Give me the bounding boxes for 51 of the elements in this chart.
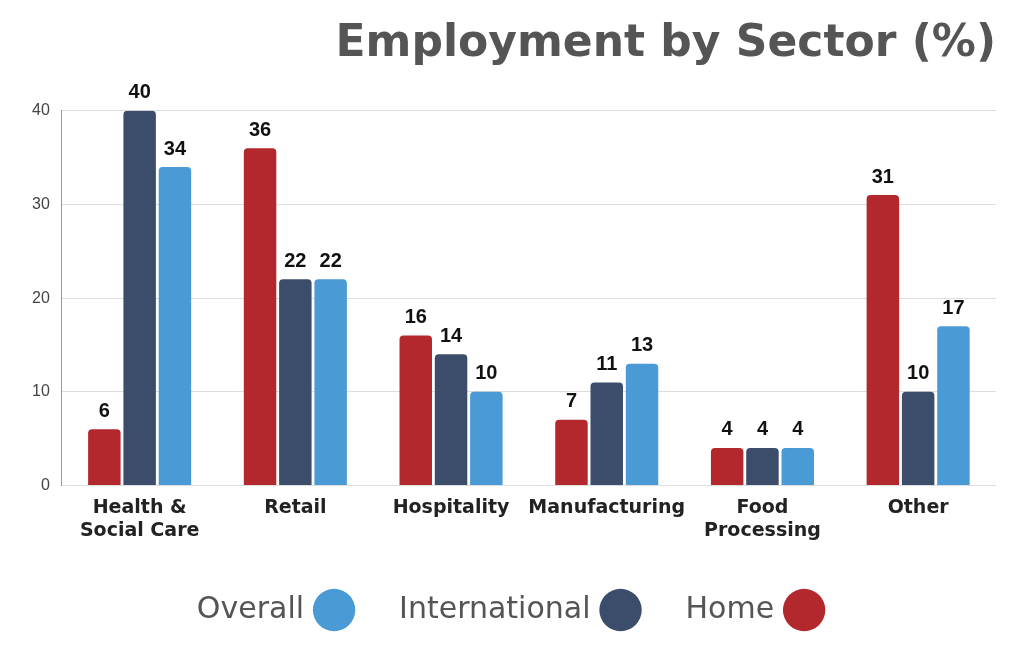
data-label: 16 xyxy=(404,305,427,328)
bar xyxy=(781,447,814,485)
data-label: 4 xyxy=(792,417,805,440)
x-tick-label: Health & Social Care xyxy=(79,494,200,540)
data-label: 17 xyxy=(942,295,965,318)
x-tick-label: Manufacturing xyxy=(528,494,686,517)
bar xyxy=(901,391,935,485)
bar xyxy=(123,110,156,485)
y-tick-label: 40 xyxy=(32,101,50,119)
bar xyxy=(279,279,312,485)
bar xyxy=(555,419,588,485)
data-label: 22 xyxy=(284,248,307,271)
y-tick-label: 0 xyxy=(40,475,50,493)
x-tick-label: Hospitality xyxy=(392,494,511,517)
bar xyxy=(88,429,121,485)
data-label: 34 xyxy=(163,136,187,159)
bar xyxy=(710,447,744,485)
y-tick-label: 20 xyxy=(32,288,50,306)
bar xyxy=(399,335,432,485)
legend-label: Overall xyxy=(196,589,305,625)
data-label: 13 xyxy=(630,333,654,356)
data-label: 6 xyxy=(98,398,110,421)
data-label: 10 xyxy=(907,361,930,384)
data-label: 7 xyxy=(565,389,578,412)
bar xyxy=(314,279,347,485)
legend-label: International xyxy=(399,589,591,625)
data-label: 4 xyxy=(756,417,769,440)
data-label: 22 xyxy=(319,248,342,271)
bar xyxy=(470,391,503,485)
bar xyxy=(937,326,970,485)
bar xyxy=(434,354,468,485)
bar xyxy=(590,382,623,485)
data-label: 10 xyxy=(475,361,498,384)
data-label: 14 xyxy=(439,323,464,346)
legend-label: Home xyxy=(685,589,775,625)
y-tick-label: 10 xyxy=(32,382,50,400)
data-label: 11 xyxy=(596,351,618,374)
bar xyxy=(625,363,659,485)
y-tick-label: 30 xyxy=(32,194,50,212)
x-tick-label: Retail xyxy=(264,494,327,517)
x-tick-label: Other xyxy=(887,494,950,517)
x-tick-label: Food Processing xyxy=(704,494,821,540)
bar xyxy=(158,166,192,485)
bar xyxy=(866,195,900,485)
data-label: 40 xyxy=(128,80,151,103)
chart-title: Employment by Sector (%) xyxy=(335,14,996,66)
data-label: 31 xyxy=(871,164,894,187)
bar xyxy=(243,148,277,485)
data-label: 36 xyxy=(248,117,272,140)
bar xyxy=(746,447,779,485)
data-label: 4 xyxy=(721,417,734,440)
